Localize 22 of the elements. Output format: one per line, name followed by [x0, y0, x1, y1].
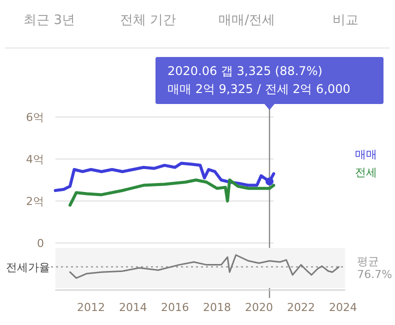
y-tick-label: 2억: [26, 195, 44, 208]
y-tick-label: 0: [37, 237, 44, 250]
x-tick-label: 2014: [119, 301, 147, 314]
text: 2020.06 갭 3,325 (88.7%) 매매 2억 9,325 / 전세 2억 6,000: [168, 64, 350, 96]
x-tick-label: 2020: [245, 301, 273, 314]
text: 매매: [355, 148, 377, 161]
ref-line-label: 평균 76.7%: [357, 254, 392, 281]
x-tick-label: 2022: [287, 301, 315, 314]
text: 최근 3년: [24, 13, 76, 28]
line-series: [54, 162, 276, 192]
text: 전세: [355, 166, 377, 179]
x-tick-label: 2012: [77, 301, 105, 314]
x-tick-label: 2016: [161, 301, 189, 314]
y-axis-title: 전세가율: [6, 260, 50, 274]
y-tick-label: 6억: [26, 111, 44, 124]
line-series: [68, 178, 276, 207]
text: 매매/전세: [218, 13, 276, 28]
x-tick-label: 2024: [329, 301, 357, 314]
text: 비교: [332, 13, 359, 28]
x-tick-label: 2018: [203, 301, 231, 314]
text: 전체 기간: [120, 13, 176, 28]
y-tick-label: 4억: [26, 153, 44, 166]
